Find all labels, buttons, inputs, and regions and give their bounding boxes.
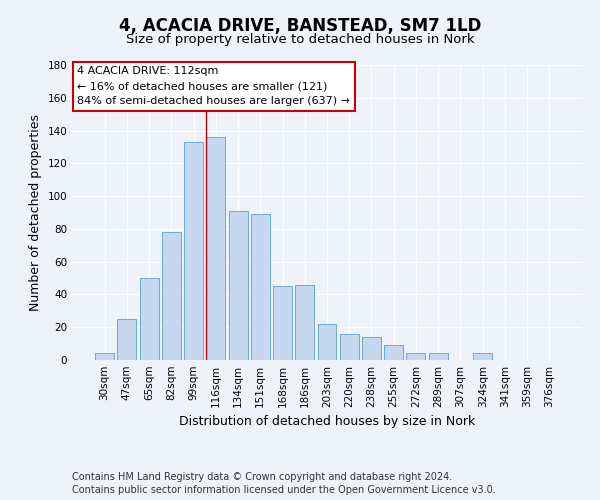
Text: 4, ACACIA DRIVE, BANSTEAD, SM7 1LD: 4, ACACIA DRIVE, BANSTEAD, SM7 1LD [119,18,481,36]
Bar [162,232,181,360]
Bar [406,354,425,360]
Text: 4 ACACIA DRIVE: 112sqm
← 16% of detached houses are smaller (121)
84% of semi-de: 4 ACACIA DRIVE: 112sqm ← 16% of detached… [77,66,350,106]
Bar [118,319,136,360]
Bar [251,214,270,360]
Bar [229,211,248,360]
X-axis label: Distribution of detached houses by size in Nork: Distribution of detached houses by size … [179,416,475,428]
Bar [473,354,492,360]
Bar [184,142,203,360]
Bar [95,354,114,360]
Bar [362,337,381,360]
Bar [273,286,292,360]
Bar [295,284,314,360]
Bar [429,354,448,360]
Y-axis label: Number of detached properties: Number of detached properties [29,114,42,311]
Text: Contains public sector information licensed under the Open Government Licence v3: Contains public sector information licen… [72,485,496,495]
Text: Size of property relative to detached houses in Nork: Size of property relative to detached ho… [125,32,475,46]
Bar [340,334,359,360]
Bar [206,137,225,360]
Bar [317,324,337,360]
Bar [140,278,158,360]
Text: Contains HM Land Registry data © Crown copyright and database right 2024.: Contains HM Land Registry data © Crown c… [72,472,452,482]
Bar [384,345,403,360]
